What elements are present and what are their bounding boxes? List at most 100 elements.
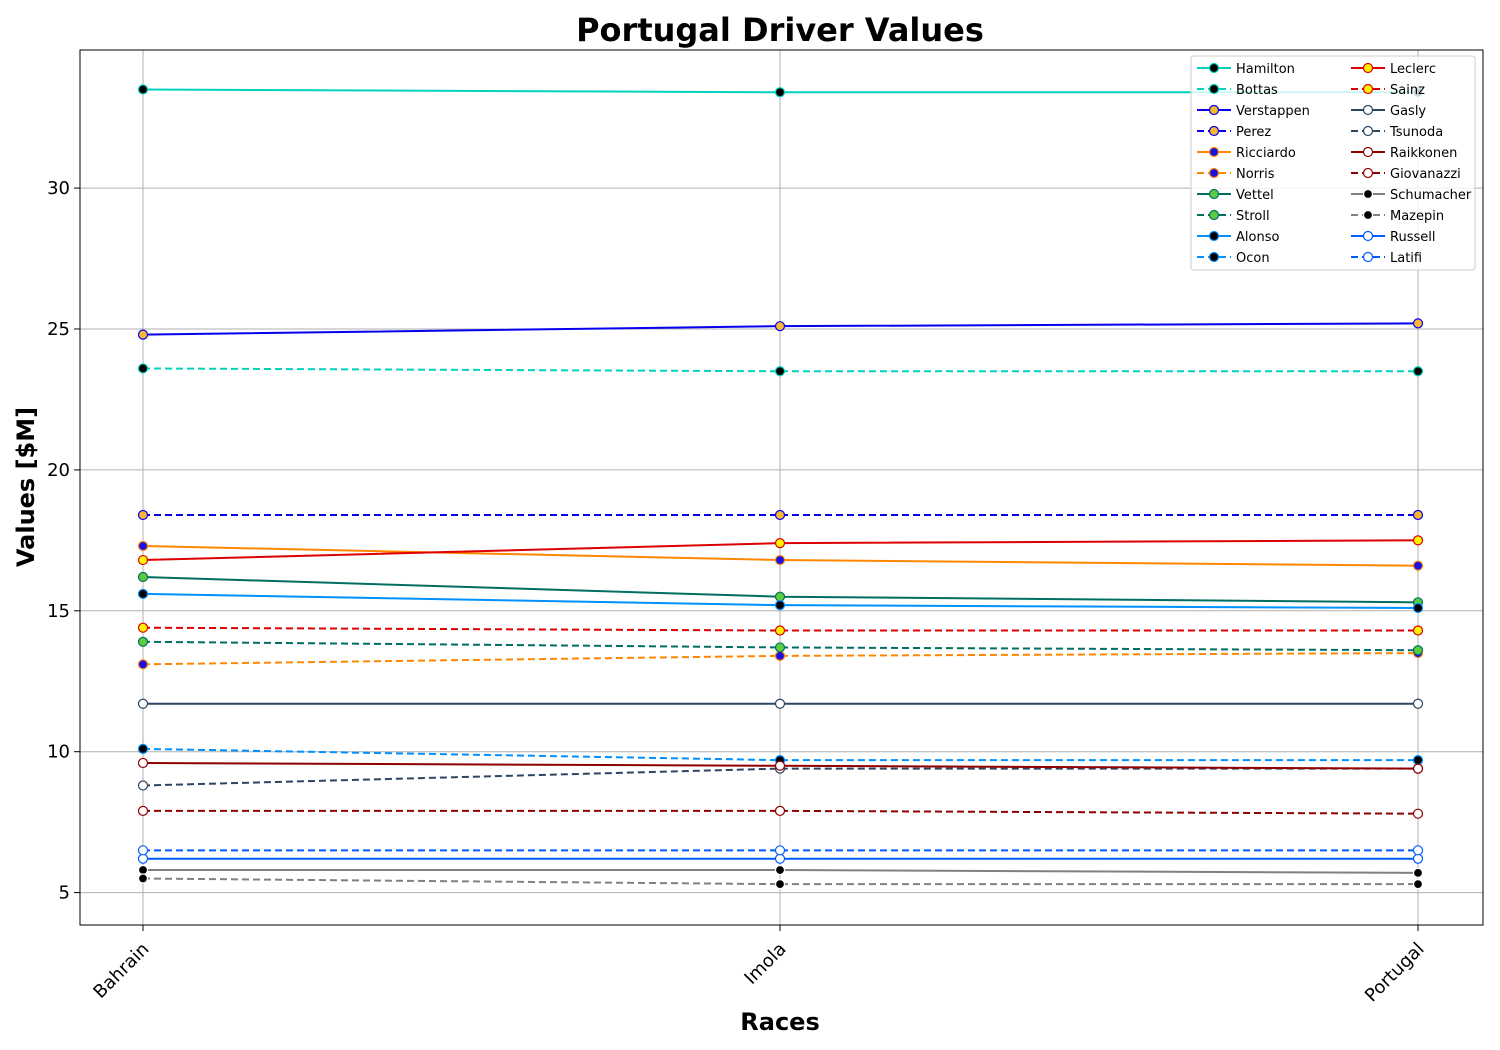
series-mazepin (137, 873, 1424, 890)
series-raikkonen (137, 757, 1424, 774)
data-point (774, 625, 786, 636)
data-point (774, 600, 786, 611)
legend-marker (1362, 251, 1374, 263)
legend-marker (1208, 230, 1220, 242)
data-point (774, 853, 786, 864)
legend-item: Sainz (1351, 83, 1425, 98)
legend-marker (1208, 167, 1220, 179)
series-line (142, 747, 1418, 762)
series-giovanazzi (137, 805, 1424, 819)
legend-label: Verstappen (1236, 104, 1310, 119)
data-point (137, 873, 149, 884)
data-point (137, 329, 149, 340)
legend-item: Vettel (1197, 188, 1274, 203)
legend-label: Bottas (1236, 83, 1278, 98)
series-line (142, 640, 1419, 652)
data-point (137, 588, 149, 599)
legend-marker (1208, 188, 1220, 200)
legend-label: Norris (1236, 167, 1275, 182)
series-line (142, 877, 1418, 886)
data-point (137, 509, 149, 521)
legend-label: Tsunoda (1389, 125, 1443, 140)
legend-label: Russell (1390, 230, 1435, 245)
data-point (1412, 808, 1424, 819)
data-point (137, 571, 149, 583)
legend-label: Sainz (1390, 83, 1425, 98)
plot-frame (79, 49, 1484, 926)
legend-item: Mazepin (1351, 209, 1444, 224)
data-point (1412, 318, 1424, 329)
legend: Hamilton Bottas Verstappen Perez Ricciardo No… (1190, 55, 1476, 271)
data-point (774, 87, 786, 98)
data-point (1412, 698, 1424, 709)
series-line (142, 626, 1418, 632)
legend-label: Raikkonen (1390, 146, 1457, 161)
legend-item: Ocon (1197, 251, 1270, 266)
series-line (142, 367, 1418, 373)
data-point (137, 780, 149, 791)
legend-item: Russell (1351, 230, 1435, 245)
data-point (1412, 602, 1424, 614)
data-point (137, 805, 149, 816)
legend-marker (1362, 188, 1374, 200)
y-tick-label: 25 (47, 319, 70, 340)
series-line (142, 652, 1419, 666)
legend-item: Giovanazzi (1351, 167, 1461, 182)
data-point (1412, 366, 1424, 377)
data-point (1412, 845, 1424, 856)
legend-marker (1208, 83, 1220, 95)
data-point (1412, 535, 1424, 546)
legend-item: Stroll (1197, 209, 1270, 224)
data-point (774, 321, 786, 332)
series-schumacher (137, 864, 1424, 878)
data-point (1412, 763, 1424, 774)
y-axis-label: Values [$M] (12, 407, 40, 567)
legend-marker (1208, 251, 1220, 263)
legend-item: Verstappen (1197, 104, 1310, 119)
data-point (137, 698, 149, 709)
y-tick-label: 20 (47, 460, 70, 481)
data-point (1412, 879, 1424, 890)
legend-label: Leclerc (1390, 62, 1436, 77)
data-point (774, 879, 786, 890)
series-line (143, 809, 1419, 815)
chart-title: Portugal Driver Values (576, 11, 984, 49)
legend-box (1190, 55, 1476, 271)
legend-marker (1362, 230, 1374, 242)
legend-label: Alonso (1236, 230, 1279, 245)
legend-item: Latifi (1351, 251, 1422, 266)
y-tick-label: 5 (59, 883, 70, 904)
data-point (1412, 853, 1424, 864)
data-point (774, 591, 786, 602)
series-perez (137, 509, 1424, 521)
legend-label: Ricciardo (1236, 146, 1296, 161)
data-point (774, 366, 786, 377)
legend-item: Bottas (1197, 83, 1278, 98)
data-point (137, 622, 149, 633)
legend-label: Latifi (1390, 251, 1422, 266)
data-point (137, 864, 149, 876)
series-leclerc (137, 535, 1424, 566)
data-point (774, 538, 786, 549)
series-bottas (137, 363, 1424, 377)
y-tick-label: 30 (47, 178, 70, 199)
series-sainz (137, 622, 1424, 636)
legend-marker (1362, 209, 1374, 221)
legend-marker (1362, 104, 1374, 116)
y-tick-label: 15 (47, 601, 70, 622)
series-ocon (137, 743, 1424, 766)
data-point (1412, 509, 1424, 521)
legend-label: Vettel (1236, 188, 1274, 203)
legend-item: Alonso (1197, 230, 1279, 245)
data-point (774, 554, 786, 566)
data-point (137, 743, 149, 754)
data-point (137, 845, 149, 856)
x-axis-label: Races (740, 1008, 819, 1036)
legend-label: Perez (1236, 125, 1271, 140)
data-point (137, 363, 149, 374)
data-point (1412, 867, 1424, 878)
data-point (774, 698, 786, 709)
data-point (774, 805, 786, 816)
legend-marker (1362, 125, 1374, 137)
